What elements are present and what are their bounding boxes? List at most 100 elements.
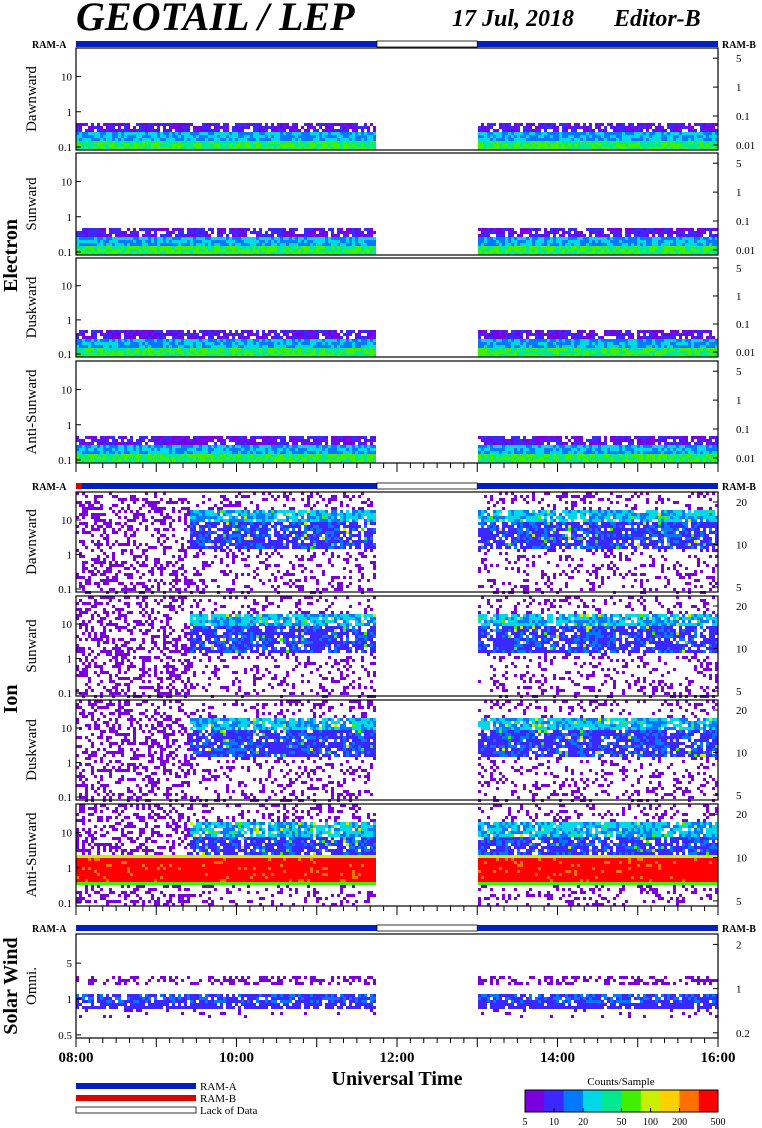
heatmap-cell [100,126,103,129]
heatmap-cell [703,348,706,351]
heatmap-cell [196,240,199,243]
heatmap-cell [193,228,196,231]
heatmap-cell [220,138,223,141]
heatmap-cell [148,240,151,243]
heatmap-cell [262,243,265,246]
heatmap-cell [136,240,139,243]
heatmap-cell [295,330,298,333]
heatmap-cell [112,237,115,240]
heatmap-cell [103,348,106,351]
heatmap-cell [310,138,313,141]
heatmap-cell [145,132,148,135]
heatmap-cell [487,348,490,351]
heatmap-cell [280,132,283,135]
heatmap-cell [193,436,196,439]
heatmap-cell [151,246,154,249]
heatmap-cell [289,237,292,240]
heatmap-cell [85,237,88,240]
heatmap-cell [349,345,352,348]
heatmap-cell [82,249,85,252]
heatmap-cell [148,231,151,234]
heatmap-cell [259,132,262,135]
heatmap-cell [502,141,505,144]
heatmap-cell [553,141,556,144]
heatmap-cell [112,342,115,345]
heatmap-cell [643,342,646,345]
heatmap-cell [526,228,529,231]
heatmap-cell [346,231,349,234]
heatmap-cell [553,345,556,348]
heatmap-cell [616,237,619,240]
heatmap-cell [670,129,673,132]
heatmap-cell [328,333,331,336]
heatmap-cell [100,445,103,448]
heatmap-cell [601,345,604,348]
heatmap-cell [268,234,271,237]
heatmap-cell [478,348,481,351]
heatmap-cell [97,237,100,240]
heatmap-cell [88,454,91,457]
heatmap-cell [493,348,496,351]
heatmap-cell [355,333,358,336]
heatmap-cell [601,135,604,138]
heatmap-cell [118,123,121,126]
heatmap-cell [238,123,241,126]
heatmap-cell [535,129,538,132]
heatmap-cell [595,243,598,246]
heatmap-cell [226,345,229,348]
heatmap-cell [331,138,334,141]
heatmap-cell [361,138,364,141]
heatmap-cell [337,240,340,243]
heatmap-cell [112,138,115,141]
heatmap-cell [571,228,574,231]
heatmap-cell [220,345,223,348]
heatmap-cell [307,249,310,252]
heatmap-cell [328,135,331,138]
heatmap-cell [82,246,85,249]
heatmap-cell [295,234,298,237]
heatmap-cell [493,333,496,336]
left-tick-label: 0.1 [58,247,72,259]
heatmap-cell [181,240,184,243]
heatmap-cell [187,246,190,249]
heatmap-cell [112,442,115,445]
heatmap-cell [706,330,709,333]
heatmap-cell [610,351,613,354]
heatmap-cell [523,348,526,351]
heatmap-cell [190,228,193,231]
heatmap-cell [511,234,514,237]
heatmap-cell [538,237,541,240]
heatmap-cell [211,123,214,126]
heatmap-cell [130,132,133,135]
heatmap-cell [265,234,268,237]
heatmap-cell [172,228,175,231]
heatmap-cell [481,342,484,345]
heatmap-cell [559,240,562,243]
heatmap-cell [97,348,100,351]
heatmap-cell [598,339,601,342]
heatmap-cell [316,144,319,147]
heatmap-cell [559,348,562,351]
heatmap-cell [529,237,532,240]
heatmap-cell [163,126,166,129]
heatmap-cell [343,339,346,342]
heatmap-cell [601,234,604,237]
heatmap-cell [592,339,595,342]
heatmap-cell [562,234,565,237]
heatmap-cell [487,339,490,342]
heatmap-cell [121,129,124,132]
heatmap-cell [607,243,610,246]
heatmap-cell [79,445,82,448]
heatmap-cell [193,333,196,336]
heatmap-cell [637,123,640,126]
heatmap-cell [586,351,589,354]
heatmap-cell [238,348,241,351]
heatmap-cell [706,342,709,345]
heatmap-cell [136,246,139,249]
heatmap-cell [280,246,283,249]
heatmap-cell [217,345,220,348]
heatmap-cell [178,249,181,252]
heatmap-cell [478,129,481,132]
panel-electron-duskward: 1010.1510.10.01Duskward [24,258,755,361]
heatmap-cell [130,342,133,345]
